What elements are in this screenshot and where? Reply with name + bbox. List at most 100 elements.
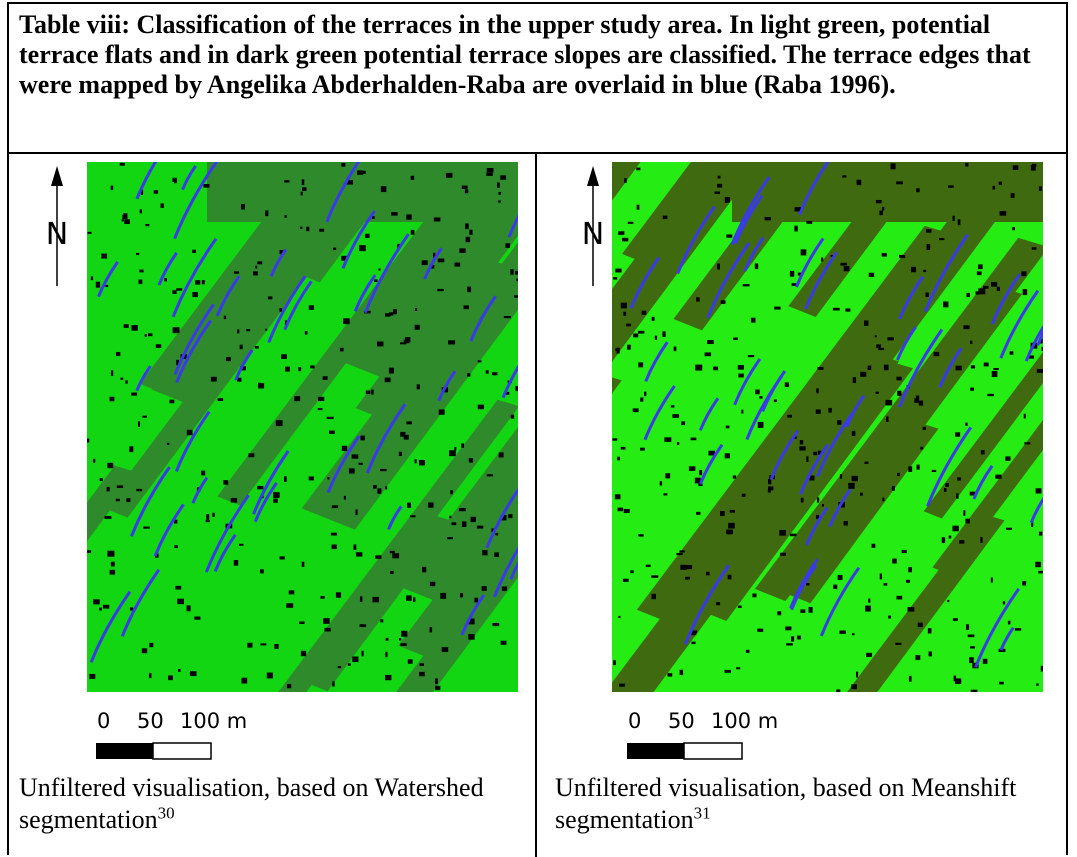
speckle xyxy=(102,604,110,609)
speckle xyxy=(724,196,731,203)
speckle xyxy=(789,270,795,277)
caption-text: Unfiltered visualisation, based on Means… xyxy=(555,773,1017,834)
speckle xyxy=(651,575,659,578)
speckle xyxy=(461,521,467,527)
speckle xyxy=(680,564,688,570)
terrace-edge xyxy=(643,385,676,441)
speckle xyxy=(785,626,792,631)
speckle xyxy=(407,659,413,664)
speckle xyxy=(501,586,508,591)
map-figure: N 0 50 100 m xyxy=(582,162,1043,760)
terrace-edge xyxy=(173,162,219,240)
speckle xyxy=(477,360,482,363)
speckle xyxy=(1009,351,1014,355)
speckle xyxy=(248,453,255,458)
speckle xyxy=(966,624,970,631)
terrace-edge xyxy=(213,533,237,572)
speckle xyxy=(965,162,969,167)
speckle xyxy=(774,306,781,310)
speckle xyxy=(467,286,472,293)
speckle xyxy=(419,663,424,667)
speckle xyxy=(141,189,144,195)
table-caption: Table viii: Classification of the terrac… xyxy=(9,4,1066,154)
terrace-edge xyxy=(215,275,241,317)
speckle xyxy=(845,308,851,312)
speckle xyxy=(1006,527,1013,530)
terrace-edge xyxy=(845,394,866,428)
speckle xyxy=(419,671,425,677)
speckle xyxy=(800,497,804,503)
speckle xyxy=(640,447,645,451)
speckle xyxy=(806,220,813,224)
speckle xyxy=(797,635,801,640)
speckle xyxy=(931,469,937,473)
speckle xyxy=(875,391,879,394)
speckle xyxy=(729,509,735,513)
speckle xyxy=(1027,355,1034,359)
terrace-edge xyxy=(181,165,197,191)
speckle xyxy=(440,592,447,599)
speckle xyxy=(359,245,366,252)
speckle xyxy=(121,219,125,222)
terrace-edge xyxy=(733,358,762,406)
speckle xyxy=(704,352,712,357)
speckle xyxy=(965,422,968,426)
speckle xyxy=(392,553,400,559)
scale-bar-white xyxy=(152,742,212,760)
speckle xyxy=(505,243,510,248)
cell-caption: Unfiltered visualisation, based on Means… xyxy=(555,772,1055,836)
speckle xyxy=(833,584,838,590)
speckle xyxy=(686,565,693,570)
speckle xyxy=(908,466,913,472)
terrace-edge xyxy=(1036,329,1043,346)
speckle xyxy=(990,577,993,583)
speckle xyxy=(485,370,489,374)
speckle xyxy=(412,597,416,603)
speckle xyxy=(255,265,258,269)
speckle xyxy=(433,217,441,222)
speckle xyxy=(376,341,384,347)
speckle xyxy=(627,221,634,224)
speckle xyxy=(662,215,668,220)
footnote: 30 xyxy=(157,803,175,823)
speckle xyxy=(952,525,959,532)
speckle xyxy=(241,203,245,210)
speckle xyxy=(104,516,112,519)
speckle xyxy=(613,277,618,280)
speckle xyxy=(821,504,825,507)
speckle xyxy=(618,615,621,619)
speckle xyxy=(878,347,885,351)
speckle xyxy=(258,383,265,389)
speckle xyxy=(469,229,473,235)
speckle xyxy=(665,473,671,479)
north-arrow-head xyxy=(587,166,599,186)
slope-band xyxy=(314,242,518,530)
speckle xyxy=(627,344,631,350)
speckle xyxy=(978,264,983,270)
speckle xyxy=(970,365,976,369)
speckle xyxy=(947,599,950,603)
speckle xyxy=(153,190,159,194)
speckle xyxy=(178,668,181,672)
speckle xyxy=(945,483,949,487)
speckle xyxy=(286,684,292,689)
terrace-edge xyxy=(972,465,994,500)
speckle xyxy=(882,497,885,502)
terrace-edge xyxy=(269,248,288,277)
speckle xyxy=(139,269,144,273)
speckle xyxy=(155,344,162,348)
speckle xyxy=(624,178,627,183)
speckle xyxy=(916,464,920,470)
speckle xyxy=(406,421,412,425)
speckle xyxy=(136,252,140,256)
speckle xyxy=(922,426,926,431)
speckle xyxy=(491,372,498,376)
speckle xyxy=(716,602,721,606)
speckle xyxy=(837,574,843,580)
speckle xyxy=(497,182,500,188)
speckle xyxy=(421,260,428,266)
speckle xyxy=(911,266,917,273)
speckle xyxy=(637,330,645,334)
speckle xyxy=(707,340,714,345)
speckle xyxy=(341,255,348,261)
